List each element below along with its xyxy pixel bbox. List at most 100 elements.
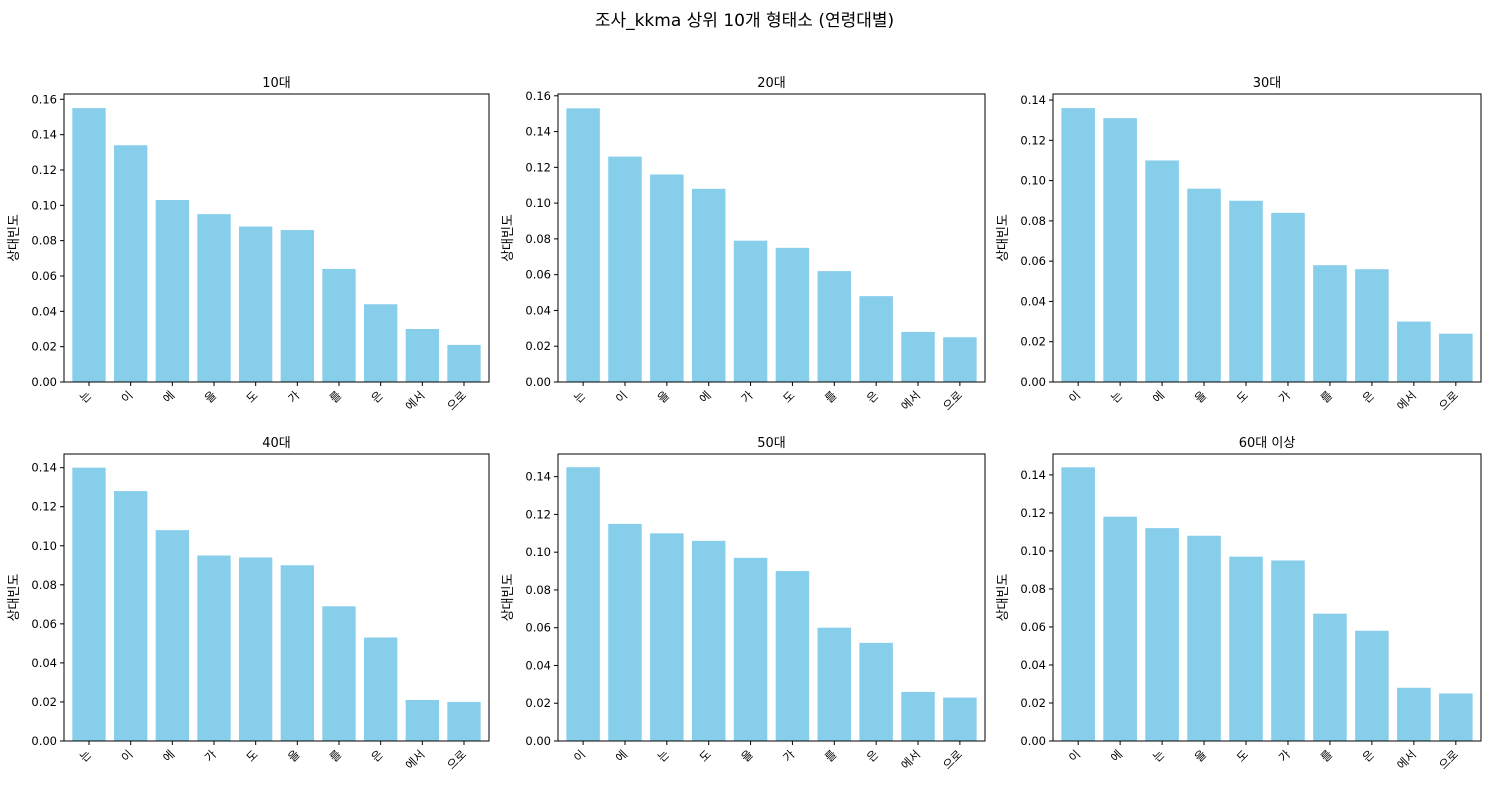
- bar-가: [1271, 212, 1305, 382]
- bar-가: [775, 571, 810, 741]
- bar-은: [1355, 630, 1389, 741]
- x-tick-label: 를: [822, 747, 839, 764]
- y-tick-label: 0.04: [525, 658, 551, 672]
- x-tick-label: 에서: [898, 388, 923, 413]
- x-tick-label: 은: [1360, 747, 1377, 764]
- y-tick-label: 0.00: [31, 375, 57, 389]
- bar-는: [1145, 528, 1179, 741]
- x-tick-label: 를: [1318, 747, 1335, 764]
- bar-도: [239, 226, 273, 382]
- bar-를: [322, 268, 356, 382]
- bar-는: [1103, 118, 1137, 383]
- x-tick-label: 에서: [403, 388, 428, 413]
- bar-이: [114, 491, 148, 741]
- y-axis-label: 상대빈도: [501, 574, 516, 622]
- y-tick-label: 0.06: [31, 269, 57, 283]
- y-tick-label: 0.08: [525, 583, 551, 597]
- x-tick-label: 으로: [940, 747, 965, 772]
- subplot-4: 0.00 0.02 0.04 0.06 0.08 0.10 0.12 0.14 는 이 에 가 도 을 를 은…: [7, 436, 490, 772]
- y-tick-label: 0.12: [1020, 506, 1046, 520]
- x-tick-label: 도: [243, 747, 260, 764]
- x-tick-label: 도: [243, 388, 260, 405]
- y-axis-label: 상대빈도: [996, 574, 1011, 622]
- x-tick-label: 이: [1066, 388, 1083, 405]
- x-tick-label: 에서: [1394, 747, 1419, 772]
- x-tick-label: 는: [77, 747, 94, 764]
- subplot-title: 60대 이상: [1239, 436, 1296, 451]
- y-tick-label: 0.08: [1020, 582, 1046, 596]
- figure-title: 조사_kkma 상위 10개 형태소 (연령대별): [594, 11, 895, 31]
- bar-으로: [1439, 693, 1473, 741]
- x-tick-label: 은: [864, 388, 881, 405]
- bar-가: [733, 240, 768, 382]
- bar-을: [1187, 535, 1221, 741]
- y-tick-label: 0.14: [1020, 93, 1046, 107]
- bar-이: [1061, 108, 1095, 382]
- bar-에: [608, 523, 642, 741]
- y-tick-label: 0.02: [1020, 335, 1046, 349]
- bar-에서: [405, 700, 439, 741]
- x-tick-label: 는: [1108, 388, 1125, 405]
- subplot-title: 30대: [1253, 76, 1282, 91]
- x-tick-label: 에: [160, 388, 177, 405]
- bar-는: [566, 108, 600, 382]
- x-tick-label: 가: [738, 388, 756, 406]
- x-tick-label: 이: [571, 747, 588, 764]
- y-tick-label: 0.02: [525, 339, 551, 353]
- bar-는: [650, 533, 684, 741]
- x-tick-label: 도: [696, 747, 713, 764]
- y-tick-label: 0.14: [525, 470, 551, 484]
- y-tick-label: 0.00: [525, 734, 551, 748]
- bar-은: [859, 296, 893, 382]
- x-tick-label: 에서: [898, 747, 923, 772]
- x-tick-label: 으로: [940, 388, 965, 413]
- subplot-title: 50대: [757, 436, 786, 451]
- y-tick-label: 0.00: [1020, 375, 1046, 389]
- bar-를: [817, 271, 852, 382]
- y-tick-label: 0.06: [31, 617, 57, 631]
- bar-도: [691, 540, 726, 741]
- axes-frame: [1052, 93, 1482, 383]
- bar-가: [280, 230, 314, 382]
- x-tick-label: 에서: [403, 747, 428, 772]
- x-tick-label: 에: [1108, 747, 1125, 764]
- subplot-title: 40대: [262, 436, 291, 451]
- y-tick-label: 0.04: [525, 303, 551, 317]
- y-tick-label: 0.06: [1020, 254, 1046, 268]
- y-tick-label: 0.04: [31, 304, 57, 318]
- bar-를: [817, 627, 852, 741]
- axes-frame: [63, 453, 490, 742]
- y-tick-label: 0.06: [525, 268, 551, 282]
- bar-을: [650, 174, 684, 382]
- y-tick-label: 0.02: [31, 340, 57, 354]
- y-tick-label: 0.12: [525, 507, 551, 521]
- x-tick-label: 가: [1276, 388, 1294, 406]
- y-tick-label: 0.10: [31, 539, 57, 553]
- subplot-2: 0.00 0.02 0.04 0.06 0.08 0.10 0.12 0.14 0.16 는 이 을 에…: [501, 76, 986, 413]
- bar-가: [1271, 560, 1305, 741]
- bar-이: [1061, 467, 1095, 741]
- bar-에: [1103, 516, 1137, 741]
- bar-를: [322, 606, 356, 741]
- bar-으로: [447, 344, 481, 382]
- y-tick-label: 0.14: [525, 125, 551, 139]
- axes-frame: [1052, 453, 1482, 742]
- bar-에: [155, 530, 189, 741]
- y-tick-label: 0.12: [31, 500, 57, 514]
- y-tick-label: 0.06: [525, 621, 551, 635]
- y-tick-label: 0.16: [525, 89, 551, 103]
- bar-으로: [943, 697, 977, 741]
- y-tick-label: 0.08: [1020, 214, 1046, 228]
- axes-frame: [557, 93, 986, 383]
- y-axis-label: 상대빈도: [7, 214, 22, 262]
- y-tick-label: 0.06: [1020, 620, 1046, 634]
- x-tick-label: 을: [1192, 747, 1209, 764]
- y-tick-label: 0.00: [525, 375, 551, 389]
- y-axis-label: 상대빈도: [7, 574, 22, 622]
- y-tick-label: 0.14: [31, 461, 57, 475]
- x-tick-label: 은: [864, 747, 881, 764]
- x-tick-label: 가: [285, 388, 303, 406]
- subplot-title: 20대: [757, 76, 786, 91]
- y-axis-label: 상대빈도: [996, 214, 1011, 262]
